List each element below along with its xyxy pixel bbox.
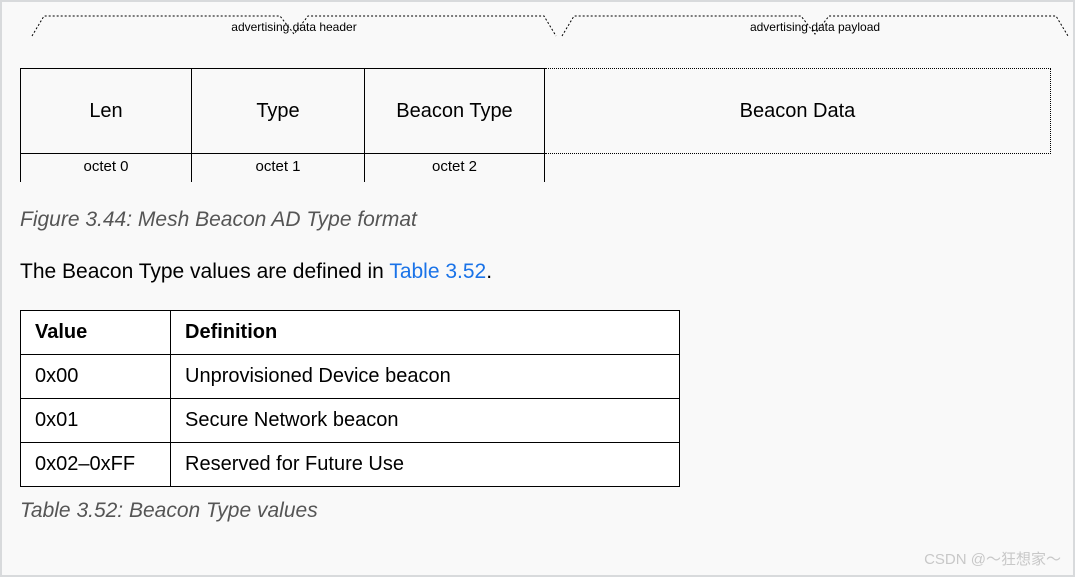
octet-empty: [545, 154, 1051, 182]
table-header-value: Value: [21, 311, 171, 355]
cell-value: 0x02–0xFF: [21, 443, 171, 487]
paragraph-text-after: .: [486, 260, 492, 283]
field-type: Type: [192, 68, 365, 154]
packet-diagram: Len octet 0 Type octet 1 Beacon Type oct…: [20, 68, 1055, 182]
field-len: Len: [20, 68, 192, 154]
figure-caption: Figure 3.44: Mesh Beacon AD Type format: [20, 208, 1055, 232]
bracket-payload: advertising data payload: [560, 14, 1070, 38]
table-header-row: Value Definition: [21, 311, 680, 355]
table-row: 0x01 Secure Network beacon: [21, 399, 680, 443]
cell-value: 0x00: [21, 355, 171, 399]
cell-value: 0x01: [21, 399, 171, 443]
table-caption: Table 3.52: Beacon Type values: [20, 499, 1055, 523]
bracket-header: advertising data header: [30, 14, 558, 38]
bracket-payload-label: advertising data payload: [560, 20, 1070, 34]
bracket-row: advertising data header advertising data…: [20, 14, 1055, 62]
cell-definition: Secure Network beacon: [171, 399, 680, 443]
octet-0: octet 0: [20, 154, 192, 182]
octet-2: octet 2: [365, 154, 545, 182]
table-header-definition: Definition: [171, 311, 680, 355]
table-link[interactable]: Table 3.52: [389, 260, 486, 283]
octet-1: octet 1: [192, 154, 365, 182]
body-paragraph: The Beacon Type values are defined in Ta…: [20, 260, 1055, 284]
beacon-type-table: Value Definition 0x00 Unprovisioned Devi…: [20, 310, 680, 487]
field-beacon-type: Beacon Type: [365, 68, 545, 154]
bracket-header-label: advertising data header: [30, 20, 558, 34]
paragraph-text-before: The Beacon Type values are defined in: [20, 260, 389, 283]
table-row: 0x02–0xFF Reserved for Future Use: [21, 443, 680, 487]
watermark: CSDN @～狂想家～: [924, 548, 1061, 569]
cell-definition: Reserved for Future Use: [171, 443, 680, 487]
cell-definition: Unprovisioned Device beacon: [171, 355, 680, 399]
table-row: 0x00 Unprovisioned Device beacon: [21, 355, 680, 399]
field-beacon-data: Beacon Data: [545, 68, 1051, 154]
